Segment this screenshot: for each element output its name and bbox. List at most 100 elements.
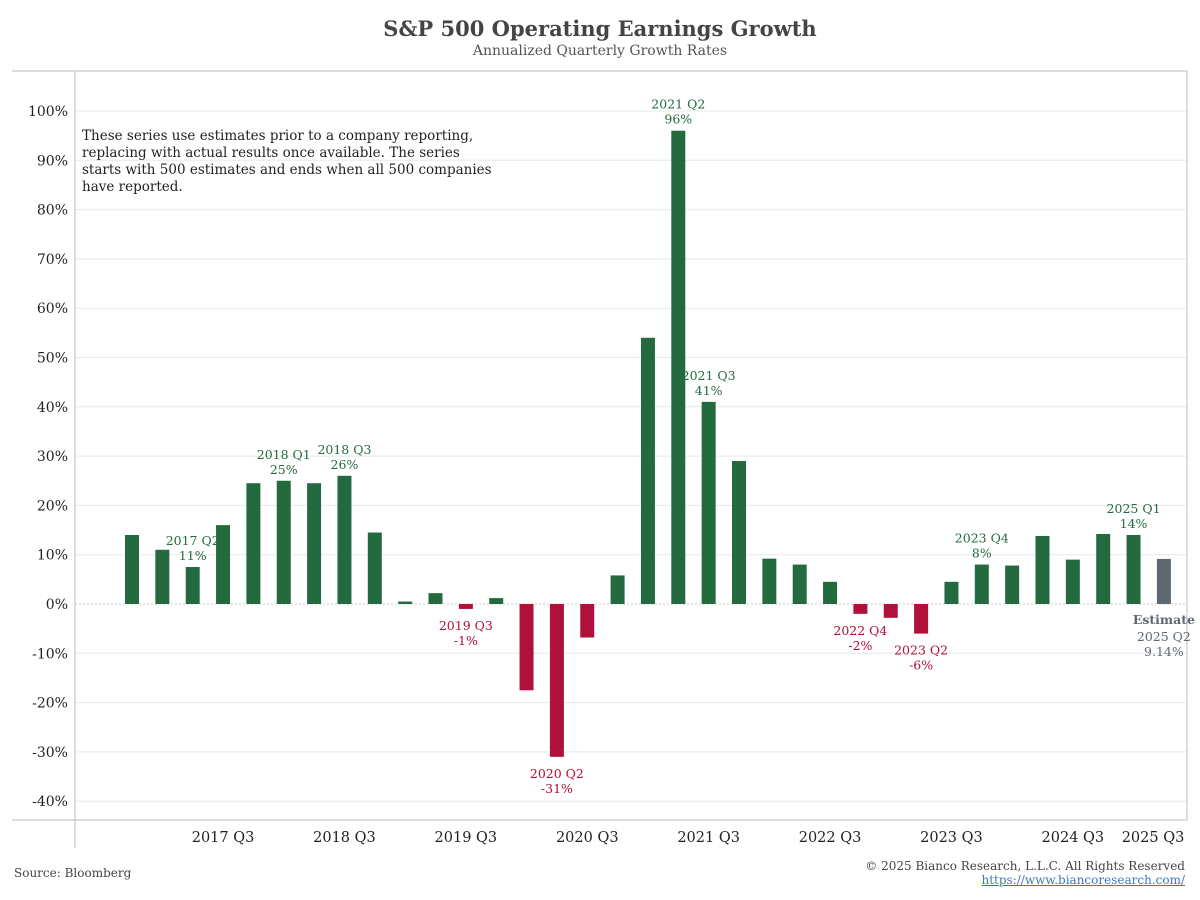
annotation-value: 25%	[270, 462, 298, 477]
bar	[883, 604, 898, 618]
y-tick-label: 70%	[37, 252, 68, 268]
x-tick-label: 2021 Q3	[677, 830, 740, 846]
x-tick-label: 2018 Q3	[313, 830, 376, 846]
x-tick-label: 2017 Q3	[192, 830, 255, 846]
bar	[125, 534, 139, 604]
y-tick-label: 80%	[37, 203, 68, 219]
y-tick-label: -30%	[32, 745, 68, 761]
annotation-value: 9.14%	[1144, 644, 1184, 659]
methodology-note: These series use estimates prior to a co…	[82, 128, 492, 195]
bar	[974, 564, 989, 604]
chart-title: S&P 500 Operating Earnings Growth	[383, 16, 817, 41]
chart-subtitle: Annualized Quarterly Growth Rates	[472, 43, 728, 59]
annotation-label: 2025 Q2	[1137, 629, 1191, 644]
bar	[185, 567, 200, 604]
annotation-value: 14%	[1120, 516, 1148, 531]
bar	[398, 601, 413, 604]
annotation-value: 11%	[179, 548, 207, 563]
annotation-value: -2%	[848, 638, 872, 653]
y-tick-label: -10%	[32, 646, 68, 662]
x-tick-label: 2025 Q3	[1122, 830, 1185, 846]
bar	[307, 483, 322, 604]
annotation-label: 2019 Q3	[439, 618, 493, 633]
bar	[671, 130, 686, 604]
bar	[246, 483, 261, 604]
bar	[1005, 565, 1020, 604]
bar	[701, 401, 716, 604]
x-tick-label: 2019 Q3	[435, 830, 498, 846]
bar	[823, 581, 838, 604]
bar	[914, 604, 929, 634]
bar	[853, 604, 868, 614]
annotation-value: -6%	[909, 658, 933, 673]
bar-annotation: 2023 Q48%	[955, 531, 1009, 561]
y-tick-label: -40%	[32, 794, 68, 810]
annotation-label: 2021 Q3	[682, 368, 736, 383]
website-link[interactable]: https://www.biancoresearch.com/	[981, 873, 1185, 887]
plot-frame	[12, 70, 1188, 848]
bar	[640, 337, 655, 604]
bar-annotation: 2019 Q3-1%	[439, 618, 493, 648]
y-tick-label: 10%	[37, 548, 68, 564]
source-label: Source: Bloomberg	[14, 866, 132, 880]
x-tick-label: 2020 Q3	[556, 830, 619, 846]
annotation-label: 2022 Q4	[833, 623, 887, 638]
x-axis-ticks: 2017 Q3 2018 Q3 2019 Q3 2020 Q3 2021 Q3 2022 …	[192, 830, 1185, 846]
annotation-label: 2018 Q1	[257, 447, 311, 462]
annotation-value: 26%	[331, 457, 359, 472]
y-tick-label: 60%	[37, 301, 68, 317]
y-tick-label: 40%	[37, 400, 68, 416]
bar	[1035, 535, 1050, 604]
annotation-value: -31%	[541, 781, 573, 796]
bar-annotation: Estimate 2025 Q29.14%	[1133, 612, 1195, 659]
annotation-value: 8%	[972, 546, 992, 561]
bar	[519, 604, 534, 691]
y-tick-label: 0%	[46, 597, 68, 613]
bar	[1156, 558, 1171, 604]
annotation-label: 2023 Q2	[894, 643, 948, 658]
annotation-value: 41%	[695, 383, 723, 398]
bar	[1126, 534, 1141, 604]
y-tick-label: -20%	[32, 696, 68, 712]
annotation-label: 2025 Q1	[1107, 501, 1161, 516]
bar	[155, 549, 170, 604]
bar-annotation: 2022 Q4-2%	[833, 623, 887, 653]
bar	[276, 480, 291, 604]
y-tick-label: 100%	[28, 104, 68, 120]
bar	[489, 598, 504, 604]
bar	[580, 604, 595, 638]
bar	[1065, 559, 1080, 604]
x-tick-label: 2023 Q3	[920, 830, 983, 846]
annotation-label: 2017 Q2	[166, 533, 220, 548]
annotation-value: -1%	[454, 633, 478, 648]
annotation-label: 2023 Q4	[955, 531, 1009, 546]
bar	[732, 461, 746, 604]
annotation-label: 2021 Q2	[651, 97, 705, 112]
y-tick-label: 20%	[37, 498, 68, 514]
estimate-tag: Estimate	[1133, 612, 1195, 627]
y-tick-label: 30%	[37, 449, 68, 465]
bar	[337, 475, 352, 604]
bar-annotation: 2023 Q2-6%	[894, 643, 948, 673]
grid-lines	[75, 110, 1187, 802]
bar	[792, 564, 807, 604]
x-tick-label: 2024 Q3	[1042, 830, 1105, 846]
bar	[610, 575, 625, 604]
bar	[1096, 533, 1111, 604]
bar	[458, 604, 473, 609]
bar	[367, 532, 382, 604]
annotation-value: 96%	[664, 112, 692, 127]
y-tick-label: 90%	[37, 153, 68, 169]
annotation-label: 2020 Q2	[530, 766, 584, 781]
bar	[944, 581, 959, 604]
bar	[762, 558, 777, 604]
bar-annotation: 2020 Q2-31%	[530, 766, 584, 796]
